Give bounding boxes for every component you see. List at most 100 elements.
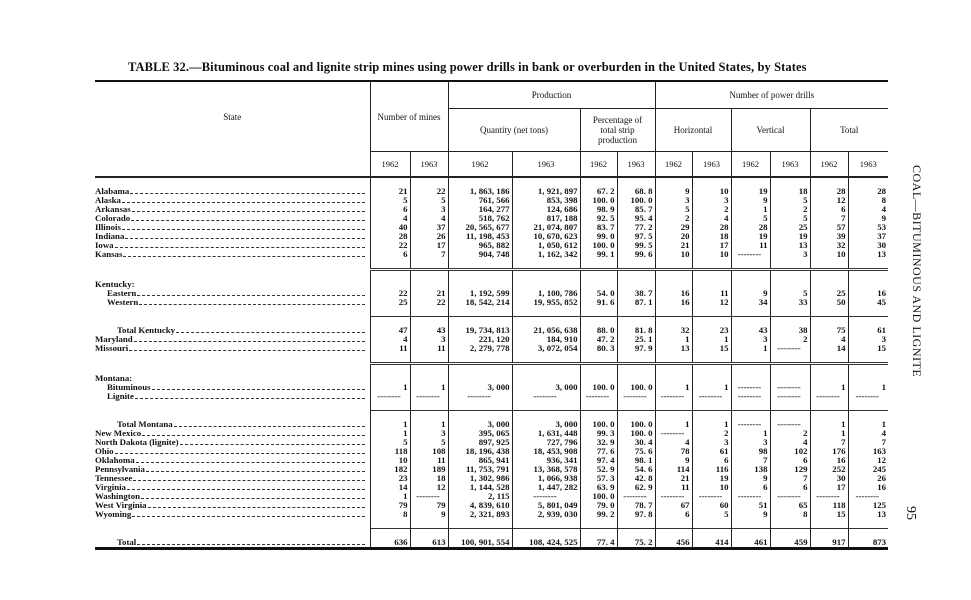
separator-cell [809, 307, 848, 317]
separator-cell [730, 316, 770, 326]
table-row: Tennessee 23 18 1, 302, 986 1, 066, 938 57. 3… [95, 474, 889, 483]
value-cell: 1, 302, 986 [447, 474, 512, 483]
separator-cell [809, 362, 848, 374]
value-cell: 6 [654, 510, 692, 519]
value-cell: 5 [409, 196, 448, 205]
value-cell [847, 280, 889, 289]
value-cell: 19 [769, 232, 810, 241]
separator-cell [769, 353, 810, 364]
value-cell: 1, 144, 528 [447, 483, 512, 492]
value-cell: 21 [409, 289, 448, 298]
separator-cell [369, 316, 410, 326]
value-cell: 10 [809, 250, 848, 259]
value-cell: 1 [654, 383, 692, 392]
value-cell: 1, 192, 599 [447, 289, 512, 298]
value-cell: 30 [809, 474, 848, 483]
value-cell: 761, 566 [447, 196, 512, 205]
table-row: New Mexico 1 3 395, 065 1, 631, 448 99. 3 100.… [95, 429, 889, 438]
value-cell: 78. 7 [616, 501, 655, 510]
value-cell: 3 [654, 196, 692, 205]
value-cell: 22 [409, 298, 448, 307]
dot-leader [147, 507, 365, 508]
value-cell: -------- [809, 392, 848, 401]
value-cell: 77. 4 [579, 538, 617, 549]
separator-cell [511, 401, 580, 411]
separator-cell [691, 519, 731, 529]
separator-cell [447, 519, 512, 529]
value-cell: 99. 3 [579, 429, 617, 438]
state-name: Total [117, 538, 137, 547]
value-cell: 3, 000 [447, 420, 512, 429]
value-cell: 16 [847, 483, 889, 492]
separator-cell [579, 268, 617, 280]
separator-cell [511, 307, 580, 317]
value-cell: -------- [511, 392, 580, 401]
value-cell: -------- [616, 492, 655, 501]
value-cell: -------- [847, 492, 889, 501]
separator-cell [95, 364, 370, 375]
row-separator [95, 316, 889, 326]
value-cell: 57. 3 [579, 474, 617, 483]
value-cell: -------- [579, 392, 617, 401]
separator-cell [511, 362, 580, 374]
separator-cell [511, 353, 580, 364]
state-name: Pennsylvania [95, 465, 145, 474]
row-separator [95, 353, 889, 364]
separator-cell [769, 307, 810, 317]
value-cell: 9 [730, 510, 770, 519]
value-cell: 118 [369, 447, 410, 456]
separator-cell [654, 353, 692, 364]
value-cell: 45 [847, 298, 889, 307]
separator-cell [769, 528, 810, 538]
header-vertical: Vertical [730, 108, 810, 152]
dot-leader [133, 341, 365, 342]
value-cell [511, 374, 580, 383]
separator-cell [730, 519, 770, 529]
separator-cell [691, 177, 731, 187]
separator-cell [769, 259, 810, 270]
separator-cell [809, 353, 848, 364]
state-name: Kentucky: [95, 280, 135, 289]
value-cell: 18 [691, 232, 731, 241]
row-separator [95, 519, 889, 529]
table-title: TABLE 32.—Bituminous coal and lignite st… [128, 60, 807, 74]
value-cell: 9 [654, 456, 692, 465]
value-cell [579, 374, 617, 383]
value-cell [654, 280, 692, 289]
table-row: Bituminous 1 1 3, 000 3, 000 100. 0 100. 0 1 1 --… [95, 383, 889, 392]
row-separator [95, 410, 889, 420]
value-cell: -------- [409, 392, 448, 401]
row-separator [95, 528, 889, 538]
value-cell [511, 280, 580, 289]
value-cell: 1 [654, 420, 692, 429]
value-cell: 21 [654, 474, 692, 483]
table-row: Pennsylvania 182 189 11, 753, 791 13, 368, 5… [95, 465, 889, 474]
separator-cell [691, 362, 731, 374]
value-cell: 5 [769, 196, 810, 205]
separator-cell [409, 177, 448, 187]
value-cell: 182 [369, 465, 410, 474]
value-cell: 100. 0 [616, 429, 655, 438]
value-cell: 2 [769, 205, 810, 214]
table-row: Total 636 613 100, 901, 554 108, 424, 525 77.… [95, 538, 889, 549]
value-cell [769, 280, 810, 289]
value-cell: 9 [730, 474, 770, 483]
value-cell [730, 374, 770, 383]
separator-cell [511, 410, 580, 420]
dot-leader [179, 444, 365, 445]
separator-cell [95, 270, 370, 281]
value-cell [579, 280, 617, 289]
value-cell: 57 [809, 223, 848, 232]
value-cell: 3, 000 [511, 383, 580, 392]
value-cell: 18, 542, 214 [447, 298, 512, 307]
value-cell: 124, 686 [511, 205, 580, 214]
value-cell: 1, 447, 282 [511, 483, 580, 492]
separator-cell [369, 528, 410, 538]
value-cell: 459 [769, 538, 810, 549]
value-cell: 1 [809, 429, 848, 438]
value-cell: 853, 398 [511, 196, 580, 205]
row-separator [95, 362, 889, 375]
value-cell: 99. 1 [579, 250, 617, 259]
value-cell: 2, 321, 893 [447, 510, 512, 519]
value-cell: 1 [369, 492, 410, 501]
